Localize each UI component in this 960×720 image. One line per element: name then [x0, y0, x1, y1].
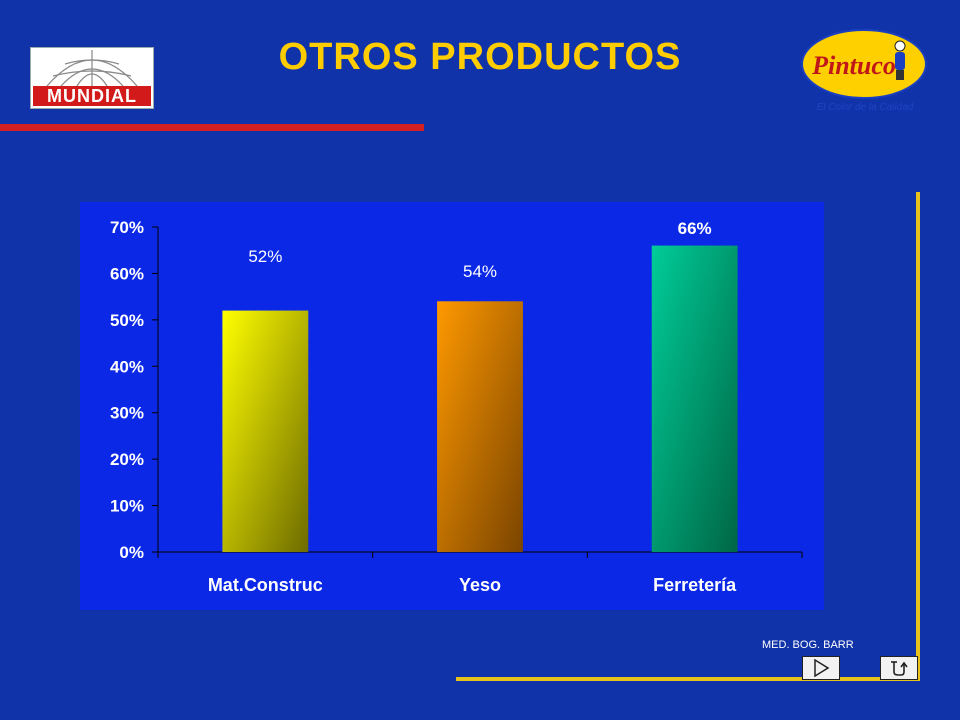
category-label: Ferretería	[653, 575, 737, 595]
bar-value-label: 66%	[678, 219, 712, 238]
mundial-logo: MUNDIAL	[30, 47, 154, 109]
play-right-icon	[814, 659, 830, 677]
painter-figure-icon	[894, 40, 906, 80]
chart-panel: 0% 10% 20% 30% 40% 50% 60% 70% 52% Mat.Construc 5…	[80, 202, 824, 610]
y-tick-label: 70%	[110, 218, 144, 237]
red-accent-bar	[0, 124, 424, 131]
bar-value-label: 52%	[248, 247, 282, 266]
gold-horizontal-rule	[456, 677, 920, 681]
return-button[interactable]	[880, 656, 918, 680]
category-label: Yeso	[459, 575, 501, 595]
footer-label: MED. BOG. BARR	[762, 639, 854, 651]
bar	[437, 301, 523, 552]
gold-vertical-rule	[916, 192, 920, 680]
return-arrow-icon	[891, 661, 908, 676]
y-tick-label: 40%	[110, 357, 144, 376]
y-tick-label: 30%	[110, 404, 144, 423]
y-tick-label: 50%	[110, 311, 144, 330]
y-tick-label: 60%	[110, 264, 144, 283]
y-tick-label: 10%	[110, 497, 144, 516]
category-label: Mat.Construc	[208, 575, 323, 595]
bar	[651, 245, 738, 553]
mundial-logo-text: MUNDIAL	[33, 86, 151, 106]
next-slide-button[interactable]	[802, 656, 840, 680]
bar	[222, 310, 309, 552]
bar-value-label: 54%	[463, 262, 497, 281]
globe-icon	[46, 50, 138, 87]
bar-chart: 0% 10% 20% 30% 40% 50% 60% 70% 52% Mat.Construc 5…	[110, 218, 803, 595]
y-tick-label: 20%	[110, 450, 144, 469]
pintuco-logo-text: Pintuco	[811, 51, 896, 80]
pintuco-tagline: El Color de la Calidad	[816, 102, 914, 113]
slide-title: OTROS PRODUCTOS	[278, 36, 682, 78]
y-tick-label: 0%	[119, 543, 144, 562]
pintuco-logo: Pintuco El Color de la Calidad	[800, 28, 930, 118]
